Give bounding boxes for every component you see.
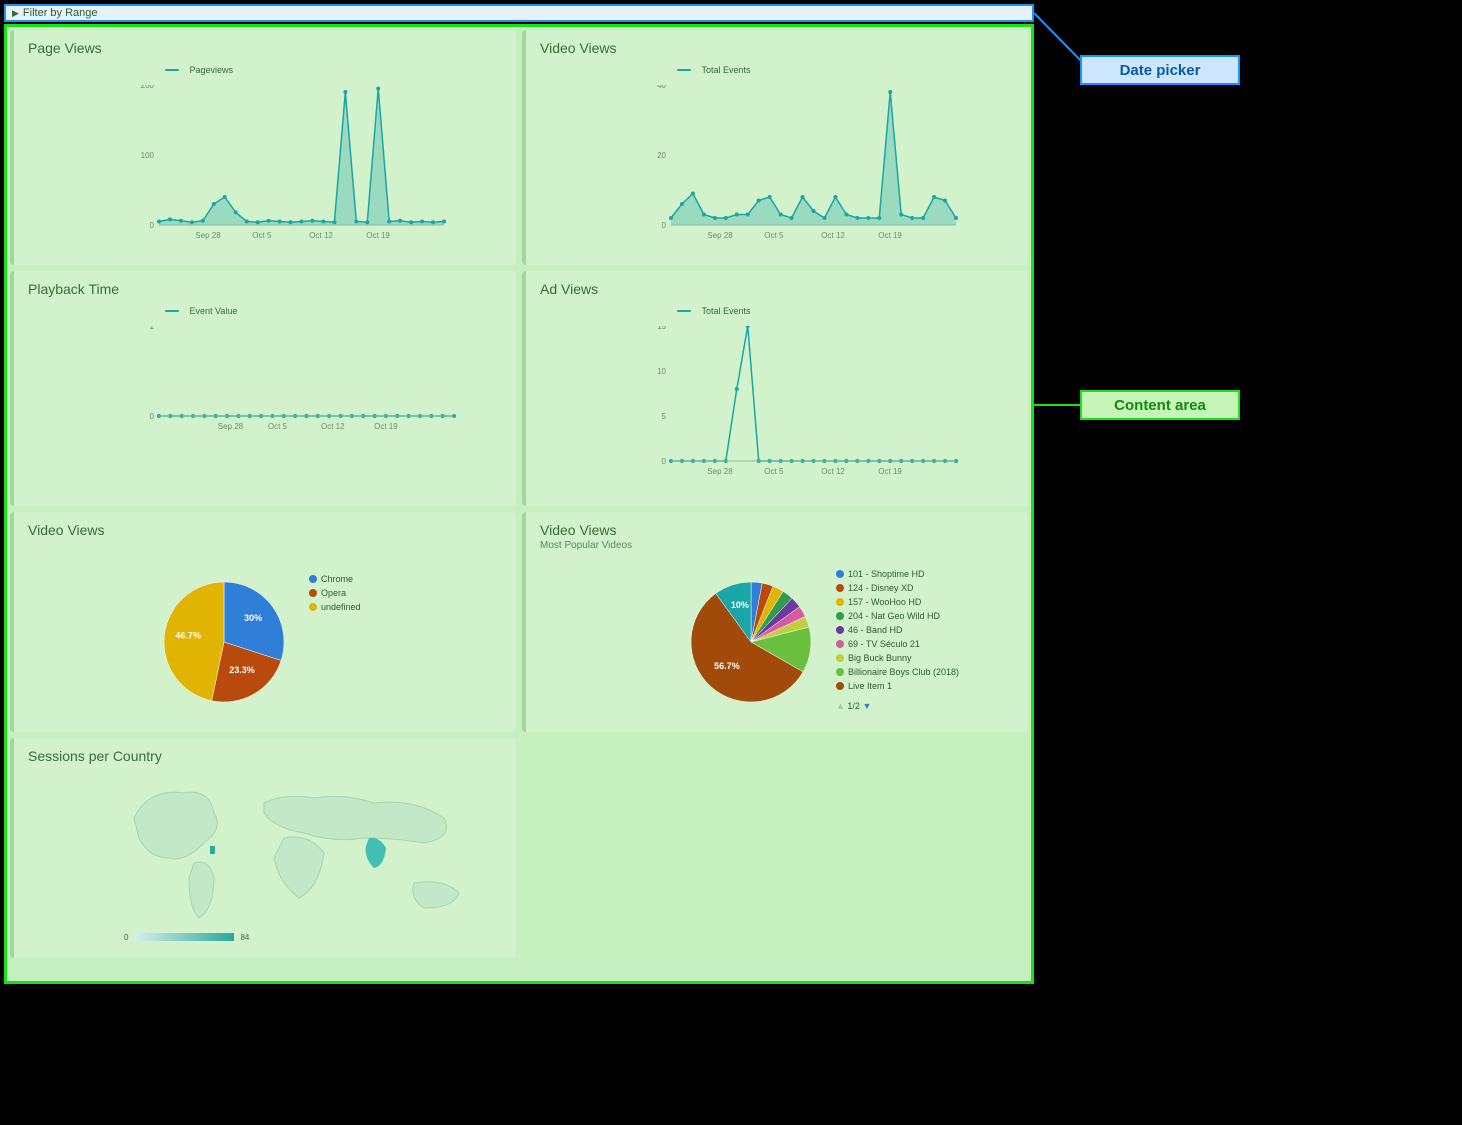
svg-text:1: 1 [150, 326, 155, 331]
panel-ad-views: Ad Views Total Events051015Sep 28Oct 5Oc… [522, 271, 1028, 506]
panel-title: Playback Time [28, 281, 502, 297]
svg-text:5: 5 [662, 412, 667, 421]
panel-video-views-browser: Video Views 30%23.3%46.7%ChromeOperaunde… [10, 512, 516, 732]
callout-content-area: Content area [1080, 390, 1240, 420]
svg-text:200: 200 [141, 85, 155, 90]
svg-text:30%: 30% [244, 613, 262, 623]
filter-by-range-bar[interactable]: ▶ Filter by Range [4, 4, 1034, 22]
svg-text:0: 0 [662, 221, 667, 230]
svg-text:100: 100 [141, 151, 155, 160]
panel-video-views: Video Views Total Events02040Sep 28Oct 5… [522, 30, 1028, 265]
svg-text:0: 0 [150, 412, 155, 421]
dashboard-grid: Page Views Pageviews0100200Sep 28Oct 5Oc… [10, 30, 1028, 958]
svg-text:0: 0 [662, 457, 667, 466]
expand-icon: ▶ [12, 8, 19, 19]
svg-text:10: 10 [657, 367, 666, 376]
filter-label: Filter by Range [23, 7, 98, 19]
svg-text:10%: 10% [731, 600, 749, 610]
svg-text:15: 15 [657, 326, 666, 331]
panel-sessions-country: Sessions per Country 084 [10, 738, 516, 958]
callout-date-picker: Date picker [1080, 55, 1240, 85]
content-area: Page Views Pageviews0100200Sep 28Oct 5Oc… [4, 24, 1034, 984]
callout-content-area-label: Content area [1114, 397, 1206, 414]
svg-text:56.7%: 56.7% [714, 661, 740, 671]
svg-text:0: 0 [150, 221, 155, 230]
panel-title: Ad Views [540, 281, 1014, 297]
panel-video-views-popular: Video Views Most Popular Videos 56.7%10%… [522, 512, 1028, 732]
svg-text:20: 20 [657, 151, 666, 160]
panel-page-views: Page Views Pageviews0100200Sep 28Oct 5Oc… [10, 30, 516, 265]
svg-text:40: 40 [657, 85, 666, 90]
empty-cell [522, 738, 1028, 958]
callout-date-picker-label: Date picker [1120, 62, 1201, 79]
svg-text:23.3%: 23.3% [229, 665, 255, 675]
panel-playback-time: Playback Time Event Value01Sep 28Oct 5Oc… [10, 271, 516, 506]
panel-title: Sessions per Country [28, 748, 502, 764]
panel-title: Page Views [28, 40, 502, 56]
panel-title: Video Views [540, 40, 1014, 56]
svg-text:46.7%: 46.7% [175, 630, 201, 640]
